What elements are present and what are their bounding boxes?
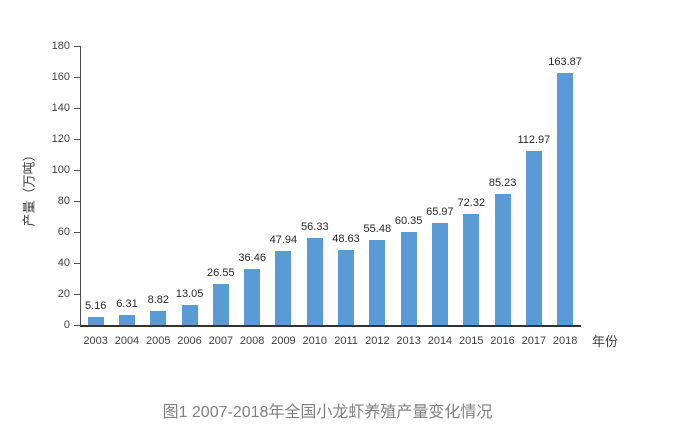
y-tick-mark (74, 139, 80, 140)
bar-2018 (557, 73, 574, 325)
y-tick-label: 160 (51, 71, 70, 83)
bar-2010 (306, 238, 323, 325)
bar-value-label: 163.87 (548, 56, 582, 68)
x-tick-label: 2012 (365, 335, 390, 347)
bar-value-label: 112.97 (517, 134, 551, 146)
bar-2014 (431, 223, 448, 325)
x-tick-label: 2003 (83, 335, 108, 347)
y-tick-mark (74, 77, 80, 78)
bar-value-label: 5.16 (84, 300, 107, 312)
x-tick-label: 2011 (334, 335, 358, 347)
x-tick-label: 2007 (208, 335, 234, 347)
figure-caption: 图1 2007-2018年全国小龙虾养殖产量变化情况 (162, 404, 493, 421)
bar-2009 (275, 251, 292, 325)
bar-2004 (119, 315, 135, 325)
y-tick-label: 0 (63, 319, 70, 331)
bar-2013 (400, 232, 417, 325)
y-tick-mark (74, 232, 80, 233)
x-tick-label: 2009 (271, 335, 296, 347)
x-tick-label: 2008 (239, 335, 265, 347)
x-tick-label: 2004 (114, 335, 140, 347)
bar-value-label: 36.46 (238, 252, 266, 264)
bar-value-label: 56.33 (301, 221, 329, 233)
bar-2003 (87, 317, 104, 325)
y-tick-label: 20 (57, 288, 70, 300)
bar-value-label: 8.82 (147, 294, 169, 306)
bar-value-label: 47.94 (269, 234, 298, 246)
bar-2011 (338, 250, 354, 325)
bar-2008 (244, 269, 261, 325)
x-tick-label: 2016 (490, 335, 515, 347)
y-tick-mark (74, 108, 80, 109)
bar-value-label: 55.48 (363, 223, 392, 235)
y-tick-mark (74, 325, 80, 326)
y-tick-label: 120 (51, 133, 70, 145)
bar-value-label: 26.55 (207, 267, 235, 279)
y-tick-mark (74, 263, 80, 264)
x-tick-label: 2014 (427, 335, 453, 347)
x-tick-label: 2010 (302, 335, 327, 347)
y-tick-label: 60 (57, 226, 70, 238)
x-axis-title: 年份 (592, 334, 619, 349)
bar-value-label: 85.23 (488, 177, 517, 189)
bar-2015 (463, 214, 480, 325)
y-tick-label: 40 (57, 257, 70, 269)
bar-value-label: 48.63 (332, 233, 360, 245)
y-tick-mark (74, 170, 80, 171)
bar-2007 (212, 284, 229, 325)
x-tick-label: 2005 (146, 335, 171, 347)
x-axis-line (80, 325, 581, 327)
y-tick-label: 80 (57, 195, 70, 207)
bar-value-label: 60.35 (394, 215, 423, 227)
bar-2017 (525, 151, 542, 325)
x-tick-label: 2015 (459, 335, 484, 347)
bar-2006 (181, 305, 198, 325)
bar-value-label: 13.05 (175, 288, 204, 300)
bar-2016 (494, 194, 511, 325)
y-tick-label: 140 (51, 102, 70, 114)
x-tick-label: 2006 (177, 335, 202, 347)
y-tick-mark (74, 294, 80, 295)
bar-value-label: 6.31 (116, 298, 138, 310)
y-tick-mark (74, 46, 80, 47)
x-tick-label: 2018 (552, 335, 578, 347)
y-tick-mark (74, 201, 80, 202)
bar-value-label: 65.97 (426, 206, 454, 218)
bar-2012 (369, 240, 386, 325)
x-tick-label: 2017 (521, 335, 547, 347)
x-tick-label: 2013 (396, 335, 421, 347)
y-tick-label: 100 (51, 164, 70, 176)
bar-2005 (150, 311, 167, 325)
y-tick-label: 180 (51, 40, 70, 52)
y-axis-line (80, 46, 81, 325)
bar-value-label: 72.32 (457, 197, 486, 209)
